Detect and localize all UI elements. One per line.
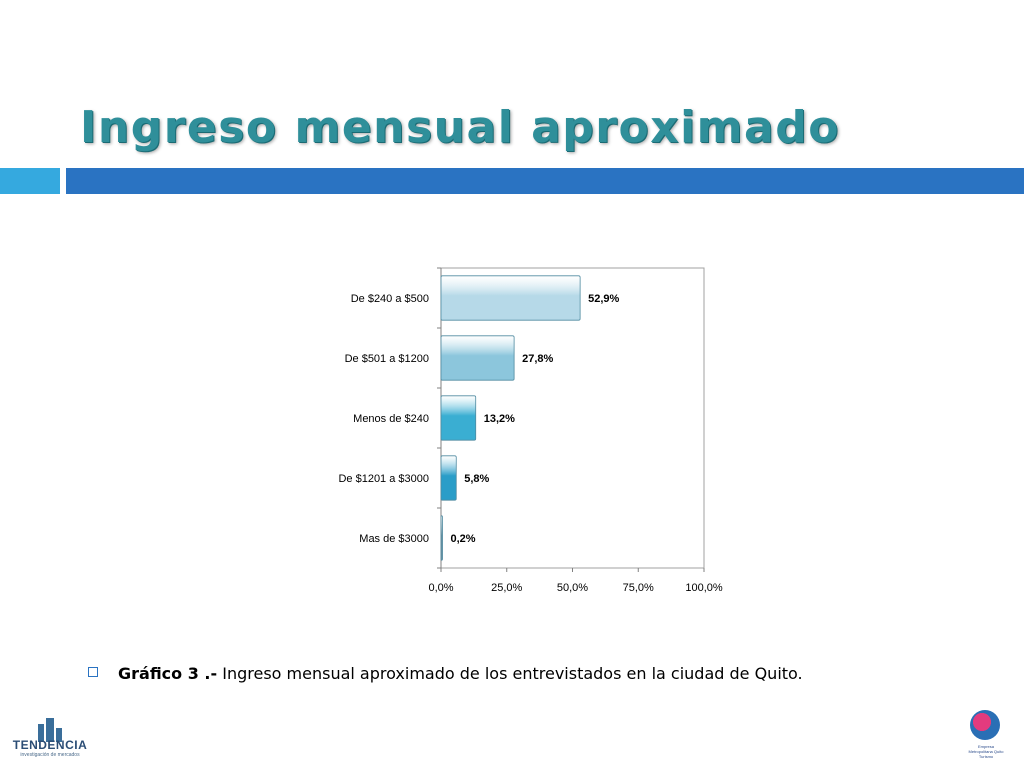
value-label: 5,8% <box>464 473 489 485</box>
value-label: 13,2% <box>484 413 515 425</box>
bar <box>440 395 477 441</box>
bar <box>440 275 581 321</box>
category-label: De $501 a $1200 <box>345 353 429 365</box>
quito-turismo-logo: Empresa Metropolitana Quito Turismo <box>966 708 1006 762</box>
logo-wordmark: TENDENCIA <box>12 738 88 752</box>
quito-turismo-text: Empresa Metropolitana Quito Turismo <box>968 744 1004 759</box>
value-label: 52,9% <box>588 293 619 305</box>
bar <box>440 515 443 561</box>
x-tick-label: 100,0% <box>685 582 723 594</box>
x-tick-label: 75,0% <box>623 582 654 594</box>
chart-caption: Gráfico 3 .- Ingreso mensual aproximado … <box>88 664 803 683</box>
title-accent-bar-dark <box>66 168 1024 194</box>
bar <box>440 335 515 381</box>
x-tick-label: 25,0% <box>491 582 522 594</box>
x-tick-label: 50,0% <box>557 582 588 594</box>
category-label: Menos de $240 <box>353 413 429 425</box>
logo-building-icon <box>38 724 44 742</box>
caption-text: Ingreso mensual aproximado de los entrev… <box>217 664 803 683</box>
bullet-square-icon <box>88 667 98 677</box>
caption-lead: Gráfico 3 .- <box>118 664 218 683</box>
category-label: De $240 a $500 <box>351 293 429 305</box>
value-label: 27,8% <box>522 353 553 365</box>
tendencia-logo: TENDENCIA investigación de mercados <box>4 712 96 764</box>
bar-chart: De $240 a $500 52,9% De $501 a $1200 27,8% M… <box>338 267 723 594</box>
quito-turismo-emblem-icon <box>970 710 1000 740</box>
slide-title: Ingreso mensual aproximado <box>80 102 840 153</box>
value-label: 0,2% <box>451 533 476 545</box>
bar <box>440 455 457 501</box>
category-label: De $1201 a $3000 <box>338 473 429 485</box>
logo-tagline: investigación de mercados <box>20 752 80 758</box>
x-tick-label: 0,0% <box>428 582 453 594</box>
logo-building-icon <box>56 728 62 742</box>
title-accent-bar-light <box>0 168 60 194</box>
category-label: Mas de $3000 <box>359 533 429 545</box>
logo-building-icon <box>46 718 54 742</box>
